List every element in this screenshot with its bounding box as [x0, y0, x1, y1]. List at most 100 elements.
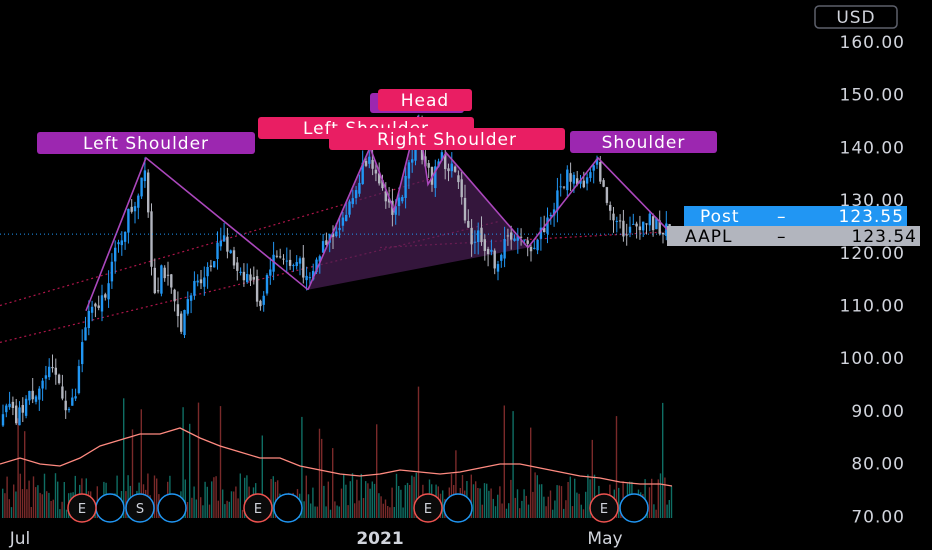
candle	[206, 262, 209, 289]
candle	[114, 240, 117, 274]
volume-bar	[499, 486, 501, 518]
time-scale[interactable]: Jul 2021 May	[0, 528, 932, 550]
last-price-dash: –	[777, 227, 787, 247]
volume-bar	[61, 501, 63, 518]
candle	[381, 174, 384, 191]
volume-bar	[13, 484, 15, 518]
candle	[180, 311, 183, 335]
pattern-annotation[interactable]: Shoulder	[570, 131, 717, 153]
volume-bar	[310, 503, 312, 518]
event-marker-label: E	[424, 502, 432, 517]
volume-bar	[217, 500, 219, 518]
volume-bar	[208, 504, 211, 518]
event-marker[interactable]: E	[589, 493, 619, 523]
volume-bar	[52, 499, 54, 518]
candle	[170, 273, 173, 294]
candle	[48, 358, 51, 381]
candle	[246, 263, 249, 284]
candle	[94, 302, 97, 318]
volume-bar	[417, 386, 420, 518]
volume-bar	[549, 490, 552, 518]
volume-bar	[316, 506, 318, 518]
volume-bar	[574, 478, 576, 518]
candle	[595, 155, 599, 169]
volume-bar	[657, 479, 659, 518]
pattern-line	[527, 156, 673, 249]
pattern-annotation[interactable]: Left Shoulder	[37, 132, 255, 154]
candle	[566, 165, 569, 197]
post-badge-bg	[684, 206, 907, 226]
volume-bar	[37, 485, 39, 518]
dividend-marker[interactable]	[157, 493, 187, 523]
candle	[279, 248, 282, 259]
volume-bar	[327, 481, 329, 518]
volume-bar	[664, 477, 666, 518]
event-marker[interactable]: E	[67, 493, 97, 523]
event-marker[interactable]: E	[413, 493, 443, 523]
volume-bar	[486, 483, 488, 518]
volume-bar	[615, 416, 618, 518]
volume-bar	[347, 505, 349, 518]
candle	[470, 219, 473, 257]
volume-bar	[391, 487, 393, 518]
volume-bar	[270, 479, 272, 518]
candle	[183, 309, 186, 338]
volume-bar	[653, 504, 655, 518]
candle	[556, 177, 559, 223]
volume-bar	[325, 506, 327, 518]
volume-bar	[378, 493, 380, 518]
volume-bar	[303, 501, 305, 518]
candle	[645, 223, 648, 235]
candle	[308, 272, 312, 285]
volume-bar	[527, 504, 530, 518]
candle	[513, 234, 516, 242]
candle	[378, 162, 381, 186]
dividend-marker[interactable]	[619, 493, 649, 523]
candle	[529, 244, 533, 262]
candle	[265, 273, 269, 296]
volume-bar	[455, 450, 457, 518]
price-scale[interactable]: 160.00150.00140.00130.00120.00110.00100.…	[790, 0, 932, 530]
dividend-marker[interactable]	[443, 493, 473, 523]
event-marker[interactable]: E	[243, 493, 273, 523]
volume-bar	[508, 503, 510, 518]
volume-bar	[494, 506, 497, 518]
volume-bar	[35, 487, 37, 518]
volume-bar	[398, 486, 400, 518]
candle	[104, 292, 107, 301]
volume-bar	[246, 475, 248, 518]
event-marker[interactable]: S	[125, 493, 155, 523]
volume-bar	[4, 493, 6, 518]
volume-bar	[521, 500, 523, 518]
candle	[480, 216, 483, 246]
dividend-marker[interactable]	[273, 493, 303, 523]
volume-bar	[241, 509, 244, 518]
currency-button[interactable]: USD	[814, 5, 898, 29]
candle	[130, 199, 133, 214]
candle	[21, 397, 24, 423]
volume-bar	[413, 476, 415, 518]
volume-bar	[338, 506, 340, 518]
candle	[193, 271, 196, 300]
y-tick-label: 100.00	[840, 349, 905, 369]
candle	[605, 186, 609, 206]
volume-bar	[215, 476, 217, 518]
pattern-annotation[interactable]: Right Shoulder	[329, 128, 565, 150]
volume-bar	[409, 485, 411, 518]
candle	[140, 177, 143, 199]
pattern-annotation[interactable]: Head	[370, 89, 472, 113]
pattern-fill	[308, 115, 528, 290]
volume-bar	[131, 429, 134, 518]
candle	[615, 216, 618, 233]
volume-bar	[519, 508, 521, 518]
candle	[71, 388, 74, 406]
volume-bar	[340, 488, 343, 518]
dividend-marker[interactable]	[95, 493, 125, 523]
volume-bar	[560, 486, 563, 518]
volume-bar	[41, 494, 43, 518]
candle	[361, 150, 364, 185]
volume-bar	[345, 484, 347, 518]
